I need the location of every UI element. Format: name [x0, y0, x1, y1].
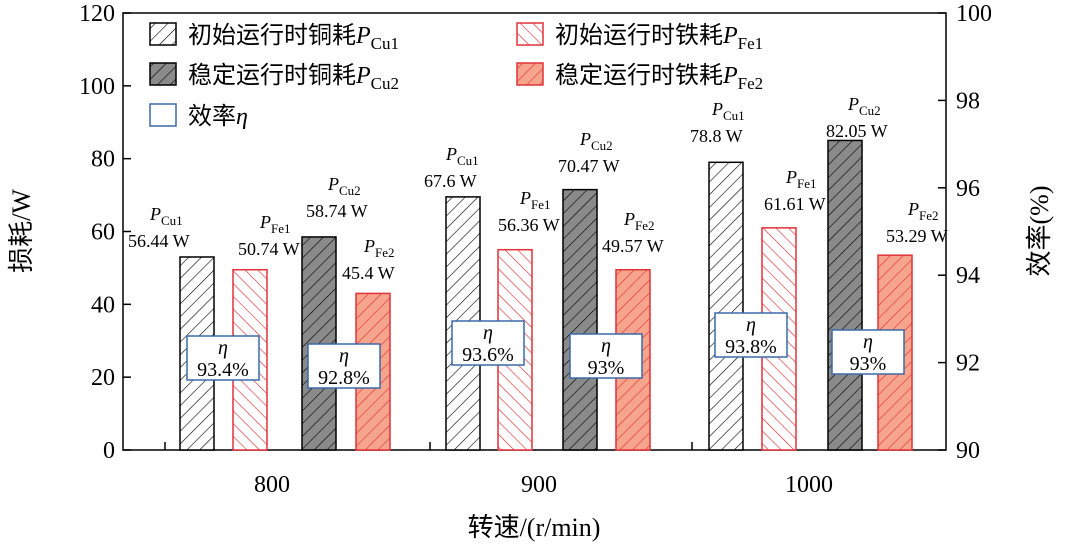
bar-value-label: 50.74 W	[238, 239, 300, 259]
bars-group: PCu1 56.44 W PCu1 67.6 W PCu1 78.8 W PFe1 50.74…	[128, 94, 948, 451]
y-left-tick-label: 60	[91, 220, 115, 246]
y-axis-title-left: 损耗/W	[7, 189, 36, 273]
y-axis-left: 0 20 40 60 80 100 120	[79, 1, 131, 464]
bar-symbol-label: PFe2	[363, 236, 395, 260]
eta-value: 93.6%	[462, 344, 514, 366]
y-left-tick-label: 100	[79, 74, 115, 100]
eta-box	[307, 343, 381, 389]
eta-symbol: η	[863, 331, 873, 353]
y-axis-title-right: 效率(%)	[1025, 186, 1054, 277]
bar-value-label: 61.61 W	[764, 194, 826, 214]
eta-box	[569, 333, 643, 379]
x-tick-label: 900	[521, 472, 557, 498]
y-right-tick-label: 98	[956, 88, 980, 114]
bar-value-label: 82.05 W	[826, 121, 888, 141]
bar-value-label: 58.74 W	[306, 201, 368, 221]
eta-box	[714, 312, 788, 358]
bar-cu1	[708, 161, 744, 451]
eta-symbol: η	[339, 345, 349, 367]
eta-symbol: η	[746, 314, 756, 336]
bar-value-label: 56.44 W	[128, 231, 190, 251]
bar-symbol-label: PCu1	[711, 99, 745, 123]
legend-swatch-fe2	[516, 62, 544, 86]
eta-value: 93.8%	[725, 336, 777, 358]
bar-symbol-label: PFe2	[623, 209, 655, 233]
eta-box	[451, 320, 525, 366]
y-left-tick-label: 20	[91, 365, 115, 391]
bar-symbol-label: PCu2	[579, 129, 613, 153]
y-left-tick-label: 120	[79, 1, 115, 27]
x-axis-title: 转速/(r/min)	[468, 513, 601, 542]
bar-value-label: 53.29 W	[886, 226, 948, 246]
legend-label-eta: 效率η	[188, 103, 248, 130]
legend-label-cu1: 初始运行时铜耗PCu1	[188, 22, 399, 53]
y-right-tick-label: 90	[956, 438, 980, 464]
legend-swatch-fe1	[516, 22, 544, 46]
bar-value-label: 45.4 W	[342, 263, 395, 283]
eta-symbol: η	[601, 335, 611, 357]
bar-value-label: 78.8 W	[690, 126, 743, 146]
legend-label-fe2: 稳定运行时铁耗PFe2	[555, 62, 763, 93]
y-left-tick-label: 0	[103, 438, 115, 464]
bar-value-label: 49.57 W	[602, 236, 664, 256]
eta-value: 92.8%	[318, 367, 370, 389]
bar-value-label: 67.6 W	[424, 171, 477, 191]
legend-label-fe1: 初始运行时铁耗PFe1	[555, 22, 763, 53]
eta-value: 93.4%	[197, 359, 249, 381]
bar-symbol-label: PFe2	[907, 199, 939, 223]
bar-symbol-label: PCu2	[327, 174, 361, 198]
eta-value: 93%	[588, 357, 625, 379]
bar-symbol-label: PFe1	[785, 167, 817, 191]
bar-symbol-label: PFe1	[519, 188, 551, 212]
eta-box	[831, 329, 905, 375]
legend-swatch-cu2	[149, 62, 177, 86]
eta-box	[186, 335, 260, 381]
y-right-tick-label: 94	[956, 263, 980, 289]
bar-value-label: 56.36 W	[498, 215, 560, 235]
y-right-tick-label: 100	[956, 1, 992, 27]
eta-value: 93%	[850, 353, 887, 375]
bar-symbol-label: PCu2	[847, 94, 881, 118]
y-axis-right: 90 92 94 96 98 100	[938, 1, 992, 464]
bar-symbol-label: PCu1	[149, 204, 183, 228]
eta-symbol: η	[218, 337, 228, 359]
x-tick-label: 800	[254, 472, 290, 498]
y-right-tick-label: 96	[956, 176, 980, 202]
bar-cu2	[562, 188, 598, 451]
legend: 初始运行时铜耗PCu1 初始运行时铁耗PFe1 稳定运行时铜耗PCu2 稳定运行时铁耗…	[149, 22, 763, 130]
legend-label-cu2: 稳定运行时铜耗PCu2	[188, 62, 399, 93]
bar-symbol-label: PFe1	[259, 212, 291, 236]
efficiency-boxes: η93.4%η92.8%η93.6% η93%η93.8% η93%	[186, 312, 905, 389]
y-left-tick-label: 40	[91, 292, 115, 318]
x-axis: 800 900 1000	[164, 442, 833, 498]
y-left-tick-label: 80	[91, 147, 115, 173]
legend-swatch-eta	[149, 103, 177, 127]
legend-swatch-cu1	[149, 22, 177, 46]
x-tick-label: 1000	[785, 472, 833, 498]
bar-cu2	[827, 139, 863, 451]
bar-symbol-label: PCu1	[445, 144, 479, 168]
eta-symbol: η	[483, 322, 493, 344]
y-right-tick-label: 92	[956, 351, 980, 377]
bar-value-label: 70.47 W	[558, 156, 620, 176]
